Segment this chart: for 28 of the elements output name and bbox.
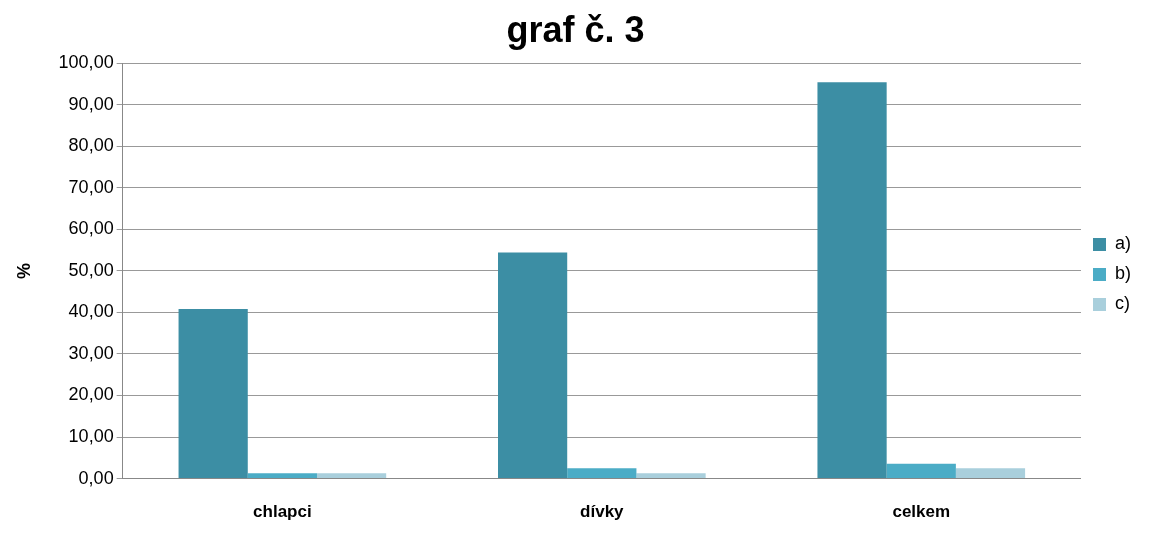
y-tick-label: 20,00 [68, 384, 114, 405]
y-tick-label: 90,00 [68, 93, 114, 114]
bar [955, 468, 1026, 479]
x-tick-label: celkem [892, 502, 951, 522]
legend-label: b) [1115, 263, 1132, 284]
bar [886, 463, 956, 479]
y-tick-label: 30,00 [68, 342, 114, 363]
bar [316, 473, 387, 479]
y-tick-label: 50,00 [68, 259, 114, 280]
y-tick-label: 80,00 [68, 135, 114, 156]
bar [636, 473, 706, 479]
bar [247, 473, 317, 479]
legend-label: a) [1115, 233, 1132, 254]
y-tick-label: 100,00 [58, 52, 114, 73]
y-tick-label: 70,00 [68, 176, 114, 197]
bar [178, 309, 248, 479]
y-tick-label: 0,00 [78, 467, 114, 488]
x-tick-label: chlapci [253, 502, 312, 522]
x-tick-label: dívky [580, 502, 625, 522]
y-axis-title: % [13, 262, 34, 279]
legend-label: c) [1115, 293, 1130, 314]
y-tick-label: 10,00 [68, 426, 114, 447]
bar [498, 252, 568, 479]
bar [817, 82, 887, 479]
chart-title: graf č. 3 [506, 8, 645, 50]
y-tick-label: 40,00 [68, 301, 114, 322]
y-tick-label: 60,00 [68, 218, 114, 239]
bar [567, 468, 637, 479]
